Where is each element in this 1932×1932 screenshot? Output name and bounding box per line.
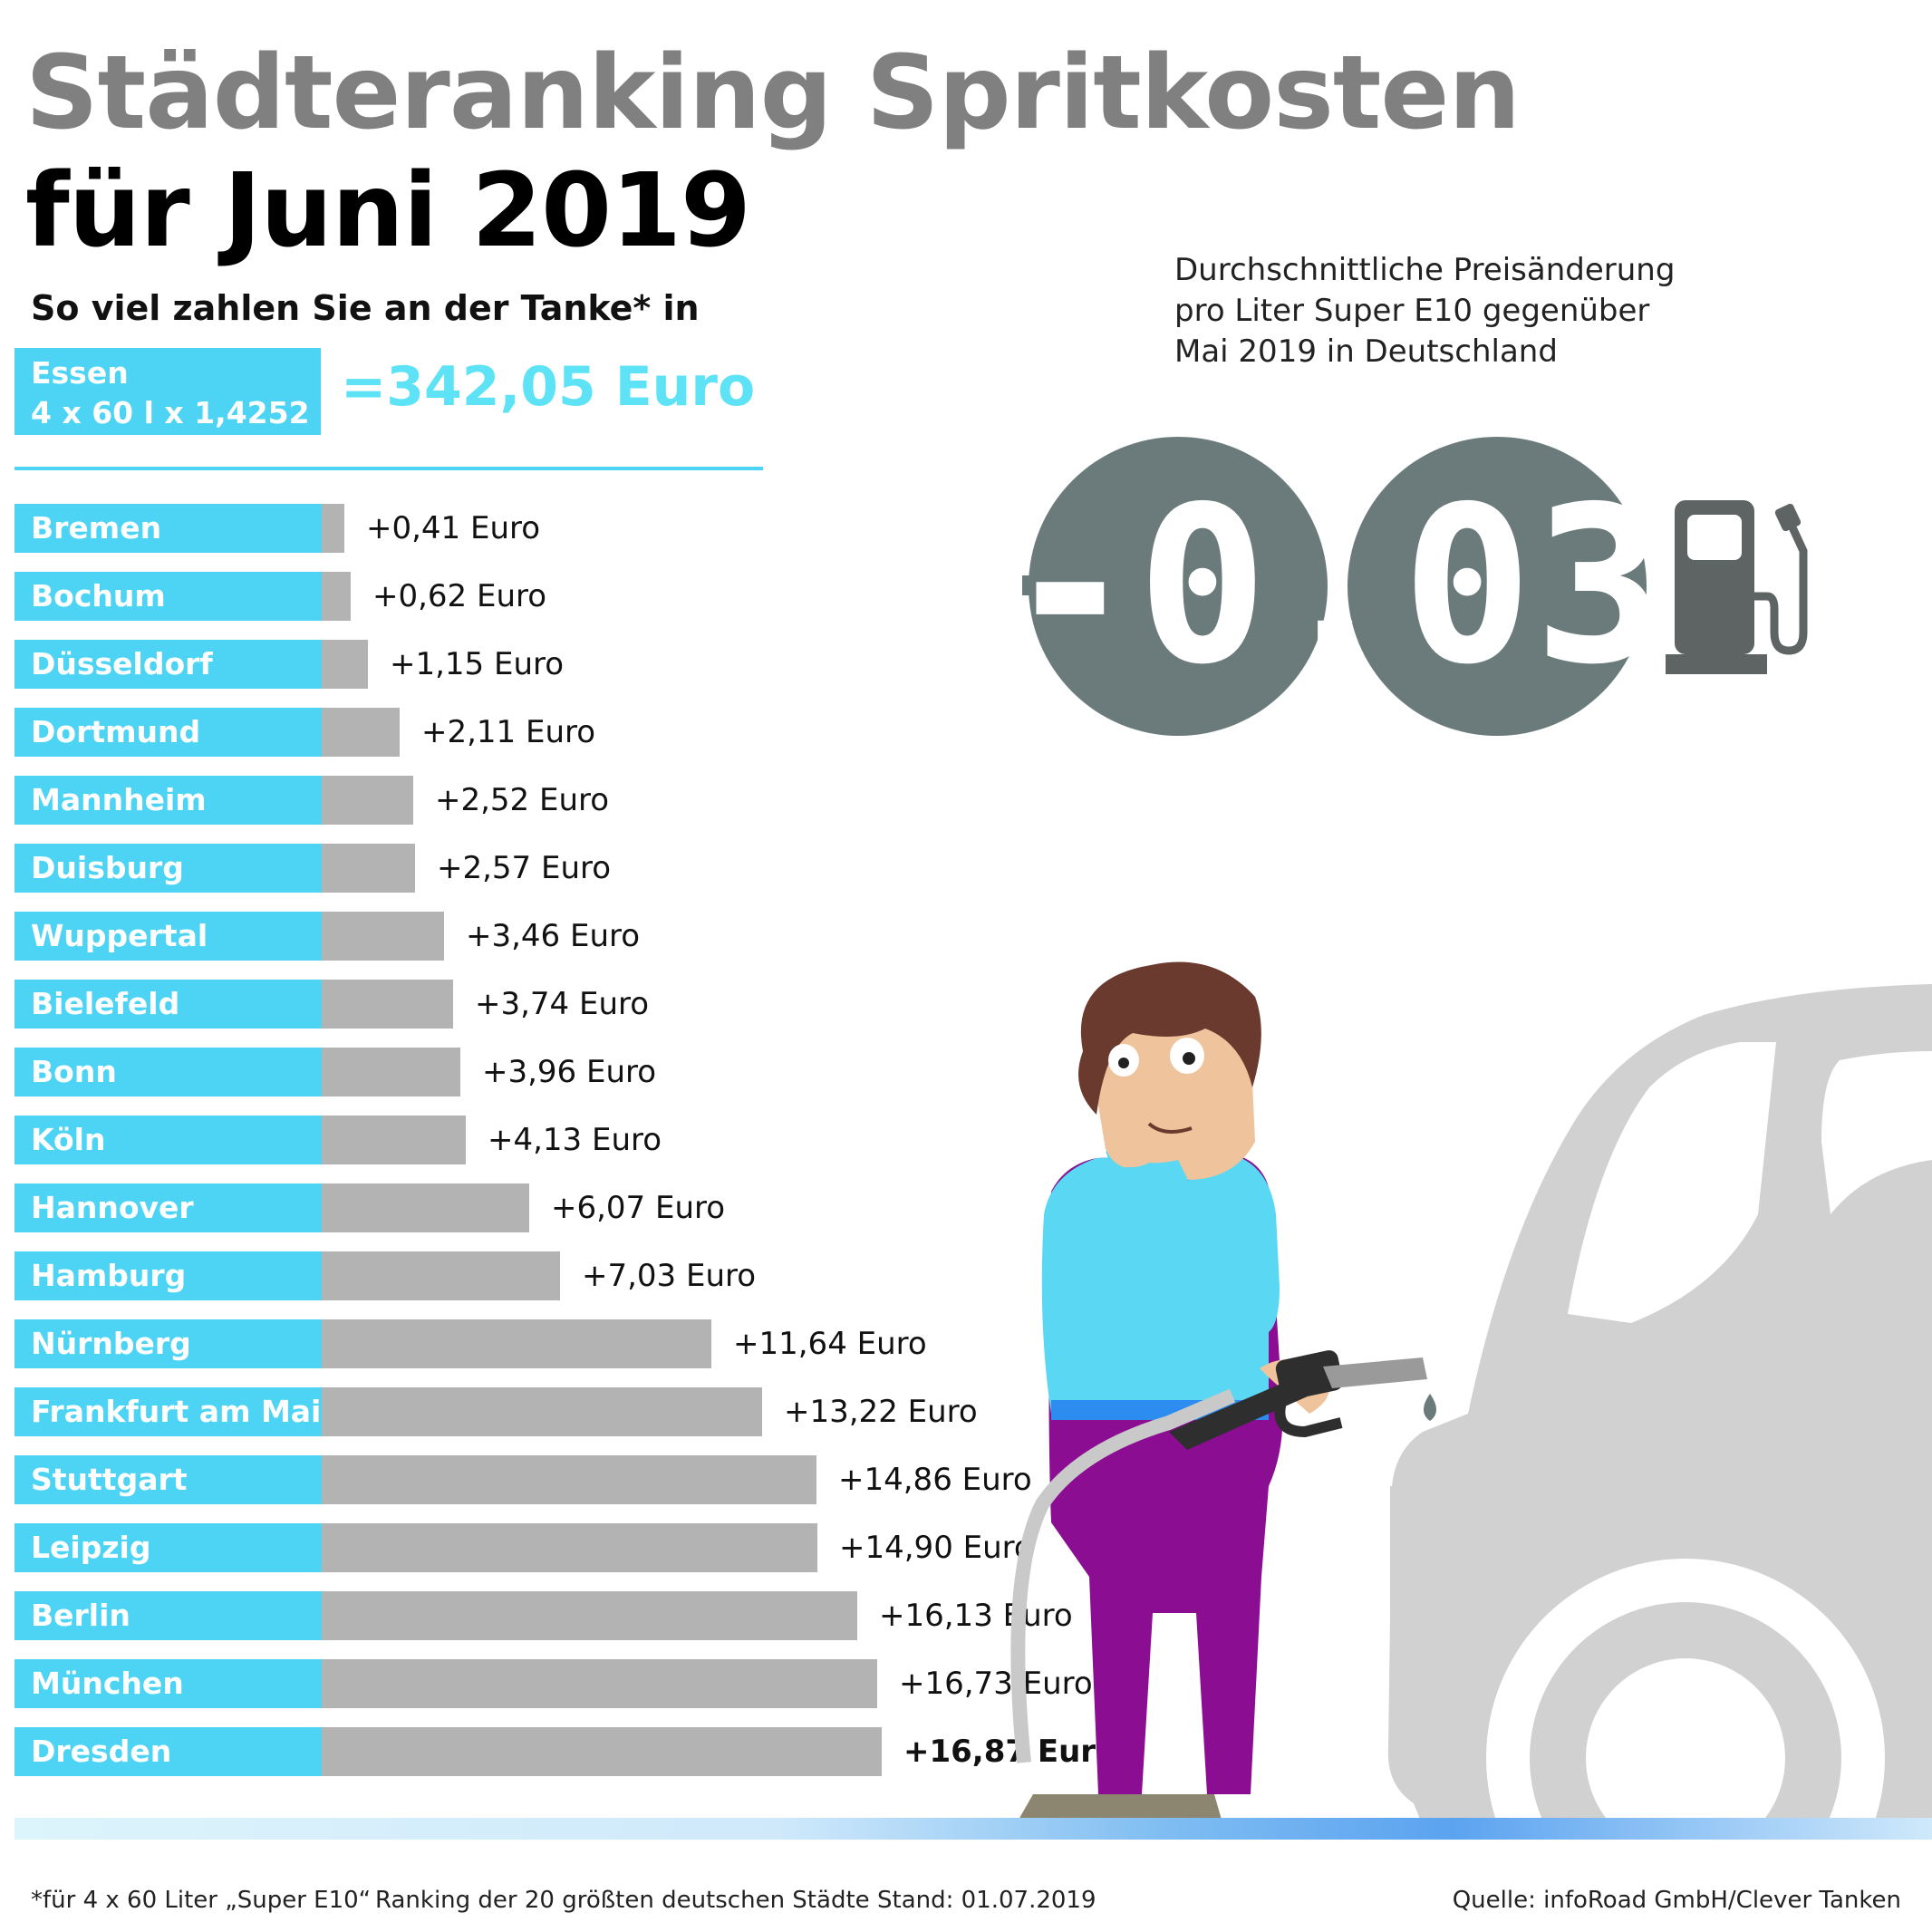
cost-bar [322, 1183, 529, 1232]
city-label: Frankfurt am Main [14, 1387, 343, 1436]
cost-bar [322, 708, 400, 757]
cost-bar [322, 1659, 877, 1708]
price-change-title: Durchschnittliche Preisänderung pro Lite… [1174, 250, 1675, 372]
cost-bar [322, 912, 444, 961]
cost-bar [322, 504, 344, 553]
value-label: +16,87 Euro [903, 1734, 1117, 1770]
city-label: Stuttgart [14, 1455, 322, 1504]
value-label: +14,86 Euro [838, 1462, 1032, 1498]
cost-bar [322, 776, 413, 825]
city-label: Bonn [14, 1048, 322, 1096]
person-illustration [1015, 961, 1330, 1826]
cost-bar [322, 1251, 560, 1300]
value-label: +11,64 Euro [733, 1326, 927, 1362]
city-label: Nürnberg [14, 1319, 322, 1368]
city-label: Leipzig [14, 1523, 322, 1572]
divider [14, 467, 763, 470]
price-change-title-line: Mai 2019 in Deutschland [1174, 333, 1558, 370]
value-label: +2,11 Euro [421, 714, 596, 750]
value-label: +0,41 Euro [366, 510, 541, 546]
cost-bar [322, 1116, 466, 1164]
cost-bar [322, 1048, 460, 1096]
value-label: +2,52 Euro [435, 782, 610, 818]
city-label: Wuppertal [14, 912, 322, 961]
cost-bar [322, 1591, 857, 1640]
cost-bar [322, 980, 453, 1029]
page-title-line1: Städteranking Spritkosten [25, 34, 1521, 152]
reference-total: =342,05 Euro [341, 355, 756, 419]
city-label: Bremen [14, 504, 322, 553]
value-label: +4,13 Euro [488, 1122, 662, 1158]
city-label: Bochum [14, 572, 322, 621]
value-label: +14,90 Euro [839, 1530, 1033, 1566]
fuel-nozzle-illustration [1010, 1350, 1436, 1763]
page-title-line2: für Juni 2019 [25, 152, 751, 270]
city-label: Hamburg [14, 1251, 322, 1300]
reference-city-name: Essen [31, 355, 129, 391]
city-label: Köln [14, 1116, 322, 1164]
price-change-display: -0,03 [1019, 437, 1654, 736]
city-label: Duisburg [14, 844, 322, 893]
footer-ranking: Ranking der 20 größten deutschen Städte [375, 1887, 870, 1914]
value-label: +16,73 Euro [899, 1666, 1093, 1702]
reference-formula: 4 x 60 l x 1,4252 € [31, 395, 310, 470]
city-label: Dortmund [14, 708, 322, 757]
value-label: +7,03 Euro [582, 1258, 757, 1294]
cost-bar [322, 844, 415, 893]
cost-bar [322, 572, 351, 621]
value-label: +2,57 Euro [437, 850, 612, 886]
footer-stand: Stand: 01.07.2019 [877, 1887, 1096, 1914]
car-illustration [1387, 984, 1932, 1826]
cost-bar [322, 1455, 816, 1504]
ground-strip [14, 1818, 1932, 1840]
cost-bar [322, 1523, 817, 1572]
fuel-pump-icon [1666, 500, 1808, 674]
city-label: Berlin [14, 1591, 322, 1640]
value-label: +1,15 Euro [390, 646, 565, 682]
reference-city-box: Essen 4 x 60 l x 1,4252 € [14, 348, 321, 470]
display-circle-left [1029, 437, 1328, 736]
value-label: +0,62 Euro [372, 578, 547, 614]
city-label: Dresden [14, 1727, 322, 1776]
value-label: +3,46 Euro [466, 918, 641, 954]
subtitle: So viel zahlen Sie an der Tanke* in [31, 288, 700, 328]
price-change-title-line: pro Liter Super E10 gegenüber [1174, 293, 1650, 329]
value-label: +3,96 Euro [482, 1054, 657, 1090]
cost-bar [322, 640, 368, 689]
city-label: Hannover [14, 1183, 322, 1232]
value-label: +6,07 Euro [551, 1190, 726, 1226]
display-circle-right [1348, 437, 1647, 736]
cost-bar [322, 1387, 762, 1436]
city-label: Bielefeld [14, 980, 322, 1029]
city-label: München [14, 1659, 322, 1708]
price-change-value: -0,03 [1019, 461, 1654, 710]
footer-note: *für 4 x 60 Liter „Super E10“ [31, 1887, 372, 1914]
city-label: Düsseldorf [14, 640, 322, 689]
city-label: Mannheim [14, 776, 322, 825]
footer-source: Quelle: infoRoad GmbH/Clever Tanken [1452, 1887, 1901, 1914]
value-label: +16,13 Euro [879, 1598, 1073, 1634]
value-label: +3,74 Euro [475, 986, 650, 1022]
refuel-illustration [1010, 961, 1932, 1826]
cost-bar [322, 1727, 882, 1776]
value-label: +13,22 Euro [784, 1394, 978, 1430]
price-change-title-line: Durchschnittliche Preisänderung [1174, 252, 1676, 288]
cost-bar [322, 1319, 711, 1368]
